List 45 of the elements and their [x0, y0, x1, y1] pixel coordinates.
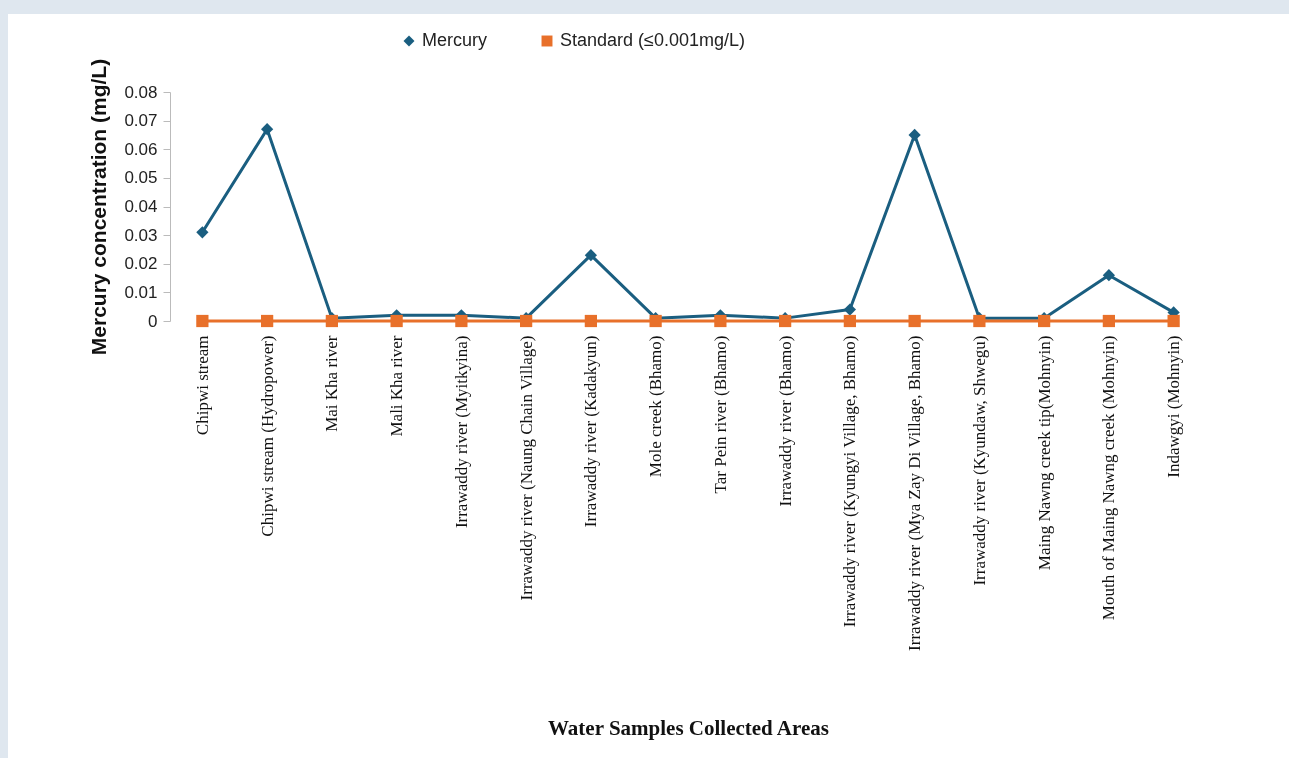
point [261, 314, 274, 328]
y-tick-label: 0.06 [124, 139, 158, 159]
point [1102, 269, 1115, 282]
y-tick-label: 0.01 [124, 282, 158, 302]
x-tick-label: Irrawaddy river (Kyundaw, Shwegu) [969, 335, 989, 586]
legend-label: Mercury [422, 30, 488, 50]
point [455, 314, 468, 328]
point [584, 249, 597, 262]
point [584, 314, 597, 328]
x-tick-label: Mai Kha river [322, 335, 342, 432]
y-axis-title: Mercury concentration (mg/L) [87, 58, 111, 356]
y-tick-label: 0.08 [124, 82, 158, 102]
point [1102, 314, 1115, 328]
point [196, 314, 209, 328]
x-tick-label: Chipwi stream [192, 335, 212, 436]
x-tick-label: Chipwi stream (Hydropower) [257, 335, 277, 537]
y-tick-label: 0.03 [124, 225, 158, 245]
x-axis-title: Water Samples Collected Areas [548, 715, 829, 740]
point [1167, 314, 1180, 328]
point [908, 128, 921, 142]
point [714, 314, 727, 328]
x-tick-label: Irrawaddy river (Bhamo) [775, 335, 795, 507]
y-tick-label: 0.02 [124, 254, 158, 274]
x-tick-label: Maing Nawng creek tip(Mohnyin) [1034, 335, 1054, 571]
x-tick-label: Indawgyi (Mohnyin) [1164, 335, 1184, 478]
point [196, 226, 209, 239]
y-tick-label: 0.04 [124, 197, 158, 216]
y-tick-label: 0 [148, 311, 158, 331]
point [843, 314, 856, 328]
x-tick-label: Mouth of Maing Nawng creek (Mohnyin) [1099, 335, 1119, 621]
x-tick-label: Mali Kha river [387, 335, 407, 437]
y-tick-label: 0.05 [124, 168, 158, 188]
x-tick-label: Irrawaddy river (Myitkyina) [451, 335, 471, 529]
x-tick-label: Tar Pein river (Bhamo) [710, 335, 730, 494]
x-tick-label: Irrawaddy river (Naung Chain Village) [516, 335, 536, 601]
point [261, 123, 274, 136]
y-tick-label: 0.07 [124, 111, 158, 131]
x-tick-label: Irrawaddy river (Kadakyun) [581, 335, 601, 528]
x-tick-label: Irrawaddy river (Mya Zay Di Village, Bhamo) [905, 335, 925, 651]
legend-label: Standard (≤0.001mg/L) [560, 30, 745, 50]
point [908, 314, 921, 328]
point [390, 314, 403, 328]
x-tick-label: Irrawaddy river (Kyungyi Village, Bhamo) [840, 335, 860, 628]
x-tick-label: Mole creek (Bhamo) [646, 335, 666, 478]
point [843, 303, 856, 316]
